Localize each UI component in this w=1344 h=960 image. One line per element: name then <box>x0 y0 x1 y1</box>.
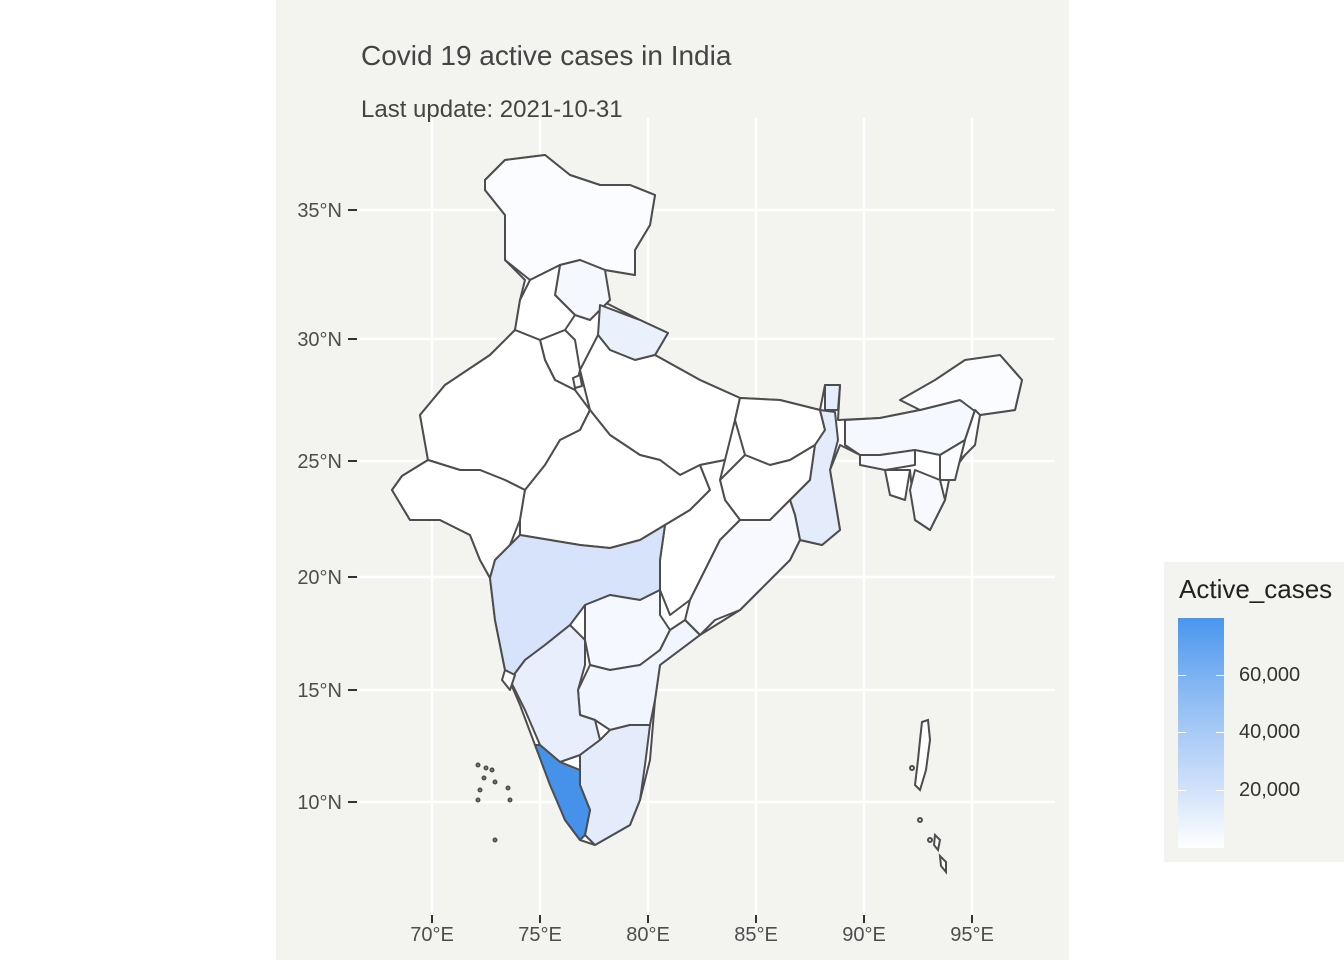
y-axis-labels: 35°N 30°N 25°N 20°N 15°N 10°N <box>297 200 342 814</box>
islands <box>475 718 947 875</box>
x-tick-label: 90°E <box>842 924 886 946</box>
legend-colorbar <box>1178 618 1224 848</box>
x-tick-label: 85°E <box>734 924 778 946</box>
x-tick-label: 80°E <box>626 924 670 946</box>
x-axis-labels: 70°E 75°E 80°E 85°E 90°E 95°E <box>410 924 994 946</box>
lakshadweep-dot <box>505 785 511 791</box>
y-tick-label: 20°N <box>297 567 342 589</box>
state-mizoram <box>909 469 946 531</box>
nicobar-islands <box>938 853 947 875</box>
lakshadweep-dot <box>489 767 495 773</box>
x-tick-label: 95°E <box>950 924 994 946</box>
legend-tick <box>1216 790 1224 791</box>
state-meghalaya <box>859 449 916 471</box>
state-delhi <box>572 374 583 389</box>
lakshadweep-dot <box>492 837 498 843</box>
state-tripura <box>884 469 911 501</box>
legend-tick <box>1216 732 1224 733</box>
y-tick-label: 10°N <box>297 792 342 814</box>
state-kerala <box>534 744 591 841</box>
x-tick-label: 75°E <box>518 924 562 946</box>
legend-title: Active_cases <box>1179 574 1333 604</box>
axis-ticks <box>348 209 973 923</box>
map-subtitle: Last update: 2021-10-31 <box>361 96 623 123</box>
state-goa <box>501 669 516 691</box>
lakshadweep-dot <box>492 779 498 785</box>
legend: Active_cases 60,000 40,000 20,000 <box>1164 562 1344 862</box>
lakshadweep-dot <box>507 797 513 803</box>
state-jk-ladakh <box>484 154 656 281</box>
island-dot <box>927 837 933 843</box>
legend-tick <box>1216 675 1224 676</box>
legend-label: 60,000 <box>1239 664 1301 686</box>
y-tick-label: 30°N <box>297 329 342 351</box>
x-tick-label: 70°E <box>410 924 454 946</box>
legend-tick <box>1178 790 1186 791</box>
y-tick-label: 25°N <box>297 451 342 473</box>
andaman-islands <box>913 718 932 792</box>
state-odisha <box>684 499 801 636</box>
island-dot <box>909 765 915 771</box>
states <box>391 154 1023 846</box>
state-arunachal <box>899 354 1023 416</box>
nicobar-islands <box>932 832 942 853</box>
lakshadweep-dot <box>481 775 487 781</box>
legend-tick <box>1178 675 1186 676</box>
legend-tick <box>1178 732 1186 733</box>
legend-label: 20,000 <box>1239 779 1301 801</box>
state-manipur <box>939 439 966 481</box>
legend-label: 40,000 <box>1239 721 1301 743</box>
island-dot <box>917 817 923 823</box>
y-tick-label: 35°N <box>297 200 342 222</box>
lakshadweep-dot <box>475 797 481 803</box>
y-tick-label: 15°N <box>297 680 342 702</box>
state-sikkim <box>824 384 841 411</box>
lakshadweep-dot <box>477 787 483 793</box>
lakshadweep-dot <box>475 762 481 768</box>
map-title: Covid 19 active cases in India <box>361 40 732 71</box>
lakshadweep-dot <box>483 765 489 771</box>
